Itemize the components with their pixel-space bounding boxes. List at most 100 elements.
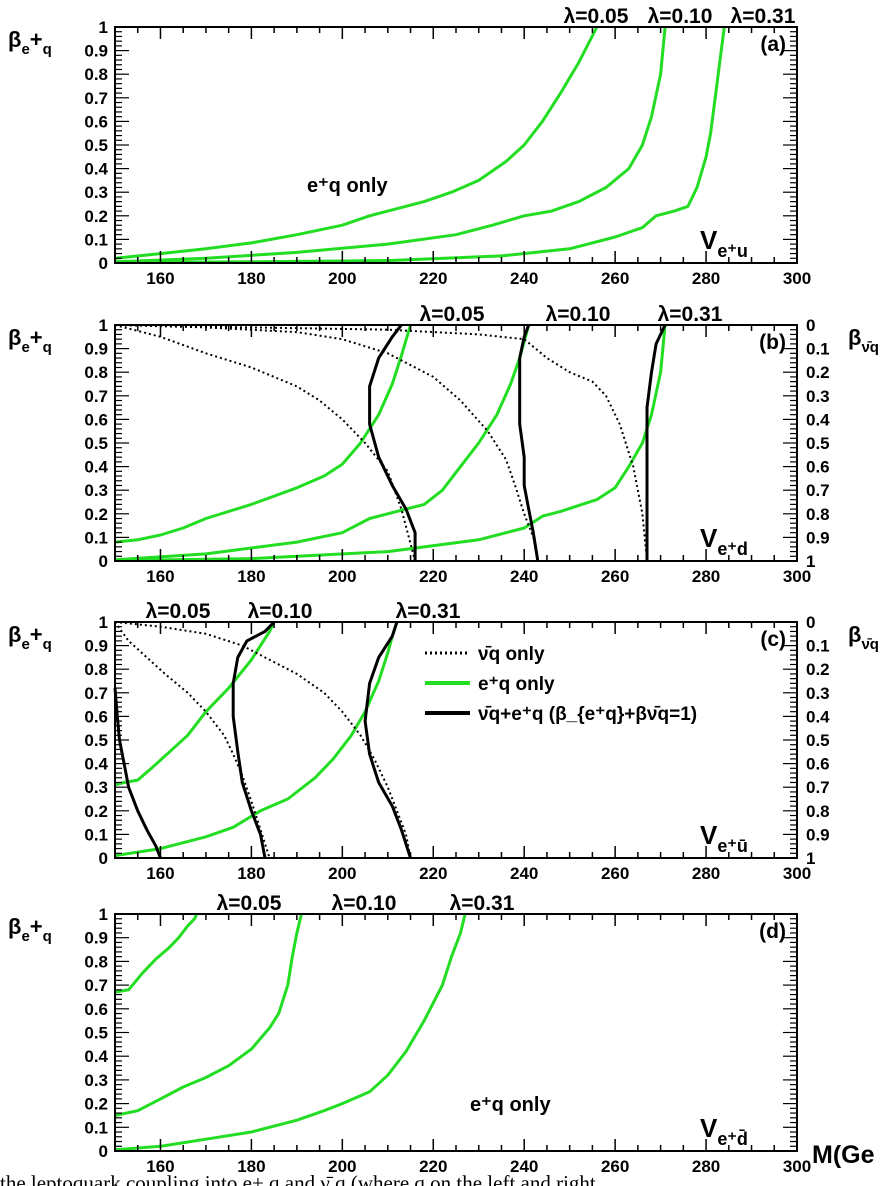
x-tick-label: 280 <box>692 1157 720 1176</box>
plot-frame <box>114 621 798 859</box>
plot-frame <box>114 913 798 1152</box>
legend-label: ν̄q+e⁺q (β_{e⁺q}+βν̄q=1) <box>478 704 697 725</box>
y-axis-label: βe+q <box>8 622 52 653</box>
lambda-label: λ=0.05 <box>146 600 211 623</box>
y-tick-label: 0.4 <box>84 458 108 477</box>
y-axis-label: βe+q <box>8 914 52 945</box>
y-tick-label: 0.7 <box>84 684 108 703</box>
y-tick-label: 0.9 <box>84 637 108 656</box>
legend-label: ν̄q only <box>478 644 545 665</box>
y-right-tick-label: 0.8 <box>806 505 830 524</box>
series-line-4 <box>114 621 412 859</box>
x-tick-label: 160 <box>146 1157 174 1176</box>
series-line-6 <box>231 620 276 859</box>
process-label: Ve⁺d̄ <box>700 1113 748 1149</box>
y-tick-label: 0.3 <box>84 481 108 500</box>
lambda-label: λ=0.10 <box>648 5 713 28</box>
y-tick-label: 0.5 <box>84 434 108 453</box>
x-tick-label: 180 <box>237 1157 265 1176</box>
lambda-label: λ=0.05 <box>420 303 485 326</box>
series-line-7 <box>368 324 417 561</box>
caption-fragment: the leptoquark coupling into e+ q and ν̄… <box>0 1171 596 1186</box>
x-tick-label: 240 <box>510 1157 538 1176</box>
x-tick-label: 280 <box>692 269 720 288</box>
chart-panel-a: 160 180 200 220 240 260 280 300 0 0.1 0.2 0.3 0.4 0.5… <box>8 5 811 288</box>
legend: ν̄q only e⁺q only ν̄q+e⁺q (β_{e⁺q}+βν̄q=1) <box>425 644 697 725</box>
x-tick-label: 200 <box>328 864 356 883</box>
y-right-tick-label: 0.4 <box>806 410 830 429</box>
process-label: Ve⁺d <box>700 523 748 559</box>
x-tick-label: 180 <box>237 864 265 883</box>
y-tick-label: 0.9 <box>84 42 108 61</box>
annotation-text: e⁺q only <box>307 175 388 197</box>
x-tick-label: 300 <box>783 269 811 288</box>
y-right-tick-label: 0.5 <box>806 731 830 750</box>
panel-label: (d) <box>759 920 786 943</box>
series-line-1 <box>114 913 199 994</box>
y-right-tick-label: 0.9 <box>806 825 830 844</box>
y-tick-label: 0 <box>99 254 108 273</box>
lambda-label: λ=0.10 <box>546 303 611 326</box>
series-line-9 <box>645 324 667 561</box>
y-tick-label: 0.5 <box>84 136 108 155</box>
series-line-7 <box>363 621 412 859</box>
x-tick-label: 180 <box>237 567 265 586</box>
lambda-label: λ=0.31 <box>450 892 515 915</box>
plot-frame <box>114 26 798 264</box>
y-tick-label: 0.6 <box>84 707 108 726</box>
series-line-8 <box>518 324 540 562</box>
y-right-tick-label: 0.8 <box>806 802 830 821</box>
y-tick-label: 0 <box>99 1142 108 1161</box>
series-line-2 <box>114 913 303 1117</box>
x-tick-label: 300 <box>783 864 811 883</box>
series-line-1 <box>114 324 412 544</box>
series-line-5 <box>114 324 539 562</box>
series-line-3 <box>114 324 667 562</box>
series-line-2 <box>114 324 531 562</box>
y-right-tick-label: 0.1 <box>806 637 830 656</box>
lambda-label: λ=0.31 <box>658 303 723 326</box>
series-line-1 <box>114 26 599 260</box>
x-tick-label: 260 <box>601 1157 629 1176</box>
series-line-6 <box>114 324 648 562</box>
y-tick-label: 0.1 <box>84 528 108 547</box>
y-tick-label: 0.6 <box>84 1000 108 1019</box>
panel-label: (a) <box>760 33 786 56</box>
y-right-tick-label: 0.9 <box>806 528 830 547</box>
legend-label: e⁺q only <box>478 674 555 695</box>
y-right-tick-label: 0.1 <box>806 340 830 359</box>
x-tick-label: 160 <box>146 567 174 586</box>
y-tick-label: 0.8 <box>84 363 108 382</box>
annotation-text: e⁺q only <box>470 1094 551 1116</box>
y-tick-label: 0.7 <box>84 387 108 406</box>
lambda-label: λ=0.31 <box>396 600 461 623</box>
y-tick-label: 0.4 <box>84 160 108 179</box>
lambda-label: λ=0.05 <box>217 892 282 915</box>
y-right-tick-label: 0.5 <box>806 434 830 453</box>
lambda-label: λ=0.31 <box>731 5 796 28</box>
x-tick-label: 160 <box>146 269 174 288</box>
x-tick-label: 260 <box>601 269 629 288</box>
chart-panel-b: 160 180 200 220 240 260 280 300 0 0.1 0.2 0.3 0.4 0.5… <box>8 303 879 586</box>
y-right-tick-label: 0.7 <box>806 778 830 797</box>
y-tick-label: 0.8 <box>84 65 108 84</box>
y-tick-label: 0.1 <box>84 825 108 844</box>
y-right-tick-label: 0.3 <box>806 387 830 406</box>
x-tick-label: 240 <box>510 269 538 288</box>
x-tick-label: 220 <box>419 269 447 288</box>
y-tick-label: 0.9 <box>84 929 108 948</box>
x-tick-label: 220 <box>419 1157 447 1176</box>
process-label: Ve⁺ū <box>700 820 748 856</box>
y-right-tick-label: 0.7 <box>806 481 830 500</box>
y-tick-label: 1 <box>99 316 108 335</box>
series-line-2 <box>114 26 667 264</box>
chart-panel-d: 160 180 200 220 240 260 280 300 0 0.1 0.2 0.3 0.4 0.5… <box>8 892 875 1176</box>
x-axis-label: M(Ge <box>812 1141 875 1169</box>
y-right-tick-label: 0.3 <box>806 684 830 703</box>
y-axis-label-right: βν̄q <box>848 622 879 653</box>
y-tick-label: 0.7 <box>84 976 108 995</box>
y-tick-label: 0.3 <box>84 778 108 797</box>
y-tick-label: 1 <box>99 18 108 37</box>
y-tick-label: 0.7 <box>84 89 108 108</box>
y-axis-label-right: βν̄q <box>848 325 879 356</box>
